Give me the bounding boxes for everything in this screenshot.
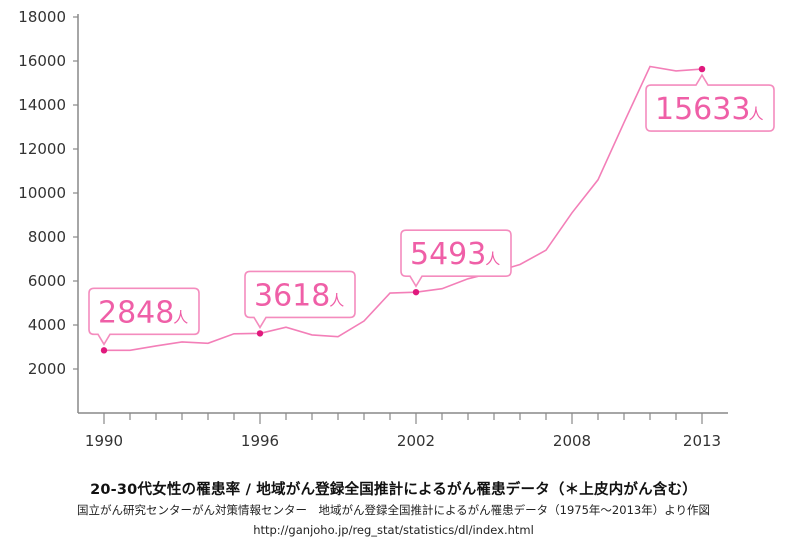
data-point xyxy=(698,65,706,73)
callout-box xyxy=(244,270,356,329)
points-group xyxy=(100,65,706,354)
y-axis: 2000 4000 6000 8000 10000 12000 14000 16000 1800… xyxy=(18,8,79,413)
chart-caption-title: 20-30代女性の罹患率 / 地域がん登録全国推計によるがん罹患データ（＊上皮内… xyxy=(90,482,697,498)
callout-box xyxy=(400,229,512,288)
data-point xyxy=(100,347,108,354)
data-point xyxy=(412,288,420,296)
y-tick-label: 2000 xyxy=(28,360,66,378)
callout-value: 15633 xyxy=(655,92,750,127)
y-tick-label: 6000 xyxy=(28,272,66,290)
callout-box xyxy=(645,73,775,132)
y-tick-label: 14000 xyxy=(18,96,66,114)
callout-box xyxy=(88,287,200,346)
callout-value: 2848 xyxy=(98,295,174,330)
callout-unit: 人 xyxy=(329,291,344,309)
x-axis: 1990 1996 2002 2008 2013 xyxy=(78,412,728,450)
callout-unit: 人 xyxy=(173,308,188,326)
chart-caption-source: 国立がん研究センターがん対策情報センター 地域がん登録全国推計によるがん罹患デー… xyxy=(77,503,710,517)
callout-value: 5493 xyxy=(410,237,486,272)
y-tick-label: 12000 xyxy=(18,140,66,158)
y-tick-label: 4000 xyxy=(28,316,66,334)
y-tick-label: 8000 xyxy=(28,228,66,246)
chart-caption-url: http://ganjoho.jp/reg_stat/statistics/dl… xyxy=(253,523,534,537)
x-tick-label: 1996 xyxy=(241,432,279,450)
x-tick-label: 2013 xyxy=(683,432,721,450)
series-line xyxy=(104,65,703,352)
x-tick-label: 2002 xyxy=(397,432,435,450)
line-chart: 2000 4000 6000 8000 10000 12000 14000 16000 1800… xyxy=(18,8,775,450)
callout-unit: 人 xyxy=(749,105,764,123)
y-tick-label: 16000 xyxy=(18,52,66,70)
x-tick-label: 1990 xyxy=(85,432,123,450)
series-group xyxy=(104,65,703,352)
y-tick-label: 18000 xyxy=(18,8,66,26)
callout-unit: 人 xyxy=(485,250,500,268)
data-point xyxy=(256,330,264,337)
callout-value: 3618 xyxy=(254,278,330,313)
x-tick-label: 2008 xyxy=(553,432,591,450)
y-tick-label: 10000 xyxy=(18,184,66,202)
